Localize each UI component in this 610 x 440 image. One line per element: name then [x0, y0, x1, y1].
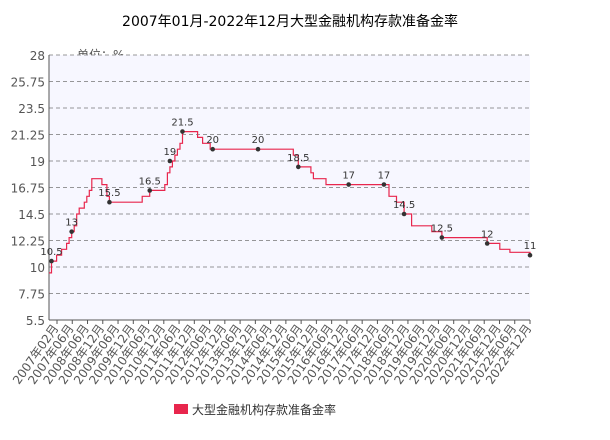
data-point [49, 258, 54, 264]
data-label: 15.5 [98, 188, 120, 199]
data-label: 14.5 [393, 200, 415, 211]
data-label: 10.5 [40, 247, 62, 258]
data-label: 11 [524, 241, 537, 252]
data-point [69, 229, 74, 234]
data-point [107, 199, 112, 205]
data-label: 12 [481, 229, 494, 240]
plot-area: 28 25.75 23.5 21.25 19 16.75 14.5 12.25 10 7.75 5.… [10, 49, 536, 387]
legend-swatch [174, 404, 188, 414]
chart-title: 2007年01月-2022年12月大型金融机构存款准备金率 [122, 13, 458, 30]
data-point [255, 146, 261, 152]
y-tick-label: 23.5 [18, 102, 45, 116]
data-label: 16.5 [139, 176, 161, 187]
y-tick-label: 12.25 [11, 235, 45, 249]
legend: 大型金融机构存款准备金率 [174, 402, 336, 417]
data-label: 17 [378, 171, 391, 182]
data-point [296, 164, 301, 170]
data-point [180, 129, 185, 134]
data-point [147, 188, 153, 193]
y-tick-label: 19 [30, 155, 45, 169]
y-tick-label: 21.25 [11, 129, 45, 143]
data-point [439, 235, 445, 240]
legend-label: 大型金融机构存款准备金率 [192, 402, 336, 417]
y-tick-label: 14.5 [18, 208, 45, 222]
data-label: 19 [164, 147, 177, 158]
y-tick-label: 5.5 [26, 314, 45, 328]
data-point [484, 241, 490, 246]
data-label: 13 [65, 218, 78, 229]
data-label: 18.5 [287, 153, 309, 164]
data-label: 12.5 [431, 224, 453, 235]
y-tick-label: 10 [30, 261, 45, 275]
y-tick-label: 16.75 [11, 182, 45, 196]
data-point [210, 146, 215, 152]
data-point [167, 158, 173, 164]
y-tick-label: 7.75 [18, 288, 45, 302]
series-line [49, 131, 531, 274]
data-point [401, 211, 407, 217]
y-tick-label: 28 [30, 49, 45, 63]
data-label: 21.5 [171, 118, 193, 129]
data-point [346, 182, 351, 187]
data-label: 17 [342, 171, 355, 182]
data-point [381, 182, 387, 187]
y-tick-label: 25.75 [11, 76, 45, 90]
data-label: 20 [206, 135, 219, 146]
data-point [527, 252, 533, 258]
data-label: 20 [252, 135, 265, 146]
